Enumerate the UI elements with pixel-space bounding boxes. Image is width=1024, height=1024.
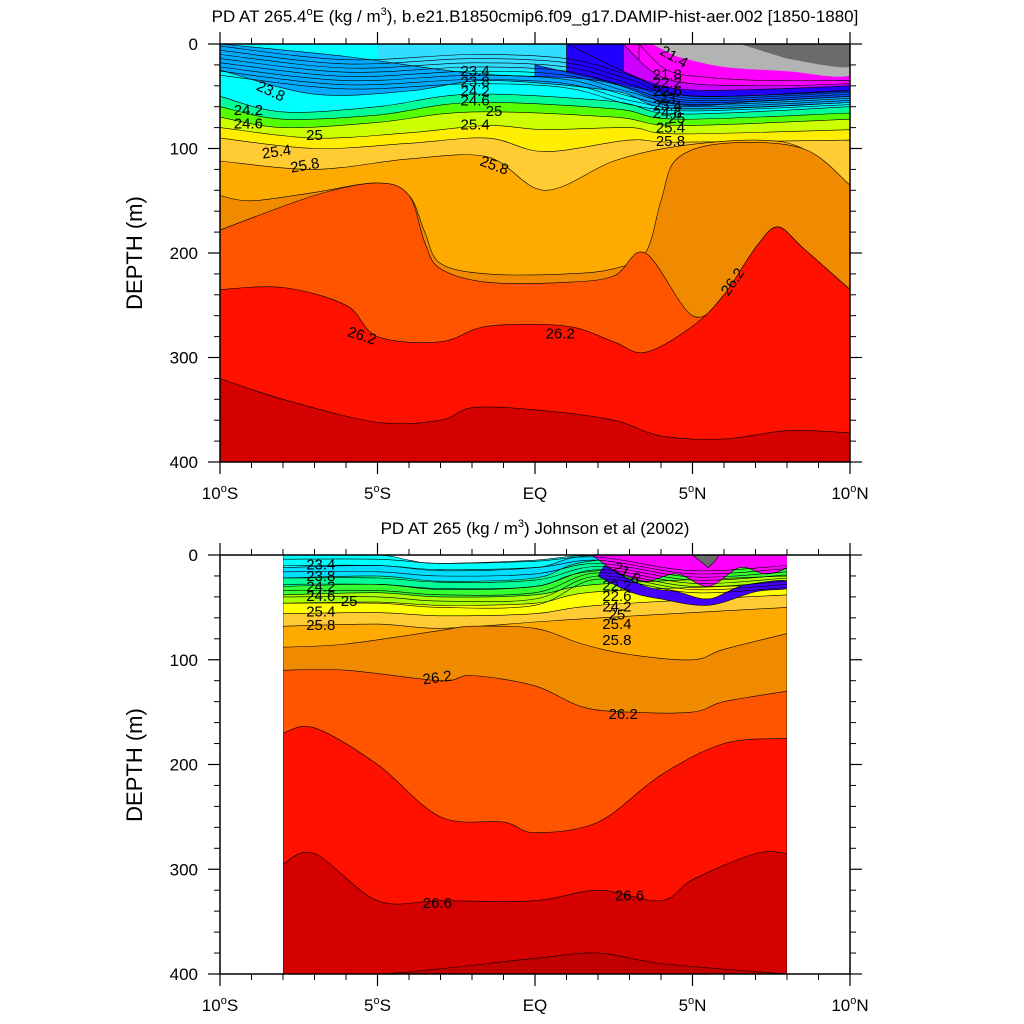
contour-label: 26.6 <box>615 887 644 904</box>
contour-label: 25.8 <box>656 133 685 150</box>
contour-label: 23 <box>659 90 676 107</box>
y-tick-label: 100 <box>170 140 198 159</box>
contour-line-0 <box>283 556 787 572</box>
y-tick-label: 400 <box>170 965 198 984</box>
contour-line-3 <box>283 566 787 583</box>
contour-label: 25.4 <box>306 604 335 621</box>
y-tick-label: 400 <box>170 453 198 472</box>
contour-fill-layer <box>283 555 787 974</box>
contour-label: 24.6 <box>461 92 490 109</box>
contour-label: 24.2 <box>602 598 631 615</box>
contour-line-6 <box>220 70 850 110</box>
contour-label: 26.2 <box>609 706 638 723</box>
x-tick-label: 10oS <box>202 995 238 1015</box>
contour-label: 22.6 <box>602 588 631 605</box>
contour-line-7 <box>220 75 850 112</box>
contour-label: 22.2 <box>602 577 631 594</box>
contour-label: 25.4 <box>602 616 631 633</box>
bottom-contour-panel: PD AT 265 (kg / m3) Johnson et al (2002)… <box>122 518 869 1015</box>
contour-label: 23.8 <box>306 568 335 585</box>
contour-fill-dark-red <box>220 378 850 462</box>
contour-line-3 <box>220 58 850 103</box>
top-contour-panel: PD AT 265.4oE (kg / m3), b.e21.B1850cmip… <box>122 6 869 503</box>
contour-label: 25.8 <box>289 155 321 177</box>
contour-line-5 <box>220 66 850 108</box>
x-tick-label: 5oS <box>364 995 391 1015</box>
bottom-plot-area: 23.423.824.224.6 2525.425.821.822.222.624… <box>170 543 869 1015</box>
contour-line-2 <box>283 563 787 578</box>
contour-line-6 <box>283 575 787 603</box>
contour-line-2 <box>220 54 850 101</box>
contour-line-7 <box>283 578 787 609</box>
contour-fill-red <box>220 226 850 462</box>
contour-fill-layer <box>220 44 850 462</box>
contour-label: 25.4 <box>461 116 490 133</box>
x-tick-label: 10oS <box>202 483 238 503</box>
top-y-axis-label: DEPTH (m) <box>122 196 147 310</box>
contour-label: 21.8 <box>653 66 682 83</box>
contour-label: 22.2 <box>653 75 682 92</box>
contour-label: 23.4 <box>461 63 490 80</box>
x-tick-label: EQ <box>523 996 548 1015</box>
contour-label: 25.4 <box>261 142 292 163</box>
contour-line-4 <box>220 62 850 106</box>
dark-gray-patch <box>739 44 850 68</box>
contour-band-11 <box>283 851 787 974</box>
contour-label: 24.2 <box>461 83 490 100</box>
y-tick-label: 200 <box>170 756 198 775</box>
y-tick-label: 0 <box>189 35 198 54</box>
contour-label: 26.6 <box>423 895 452 912</box>
x-tick-label: 10oN <box>831 995 868 1015</box>
contour-label: 26.2 <box>546 325 575 342</box>
contour-label: 25.8 <box>306 617 335 634</box>
y-tick-label: 200 <box>170 244 198 263</box>
x-tick-label: 5oS <box>364 483 391 503</box>
contour-label: 23.4 <box>653 98 682 115</box>
y-tick-label: 100 <box>170 651 198 670</box>
contour-line-1 <box>283 559 787 575</box>
x-tick-label: 10oN <box>831 483 868 503</box>
contour-label: 24.6 <box>234 115 263 132</box>
contour-label: 25 <box>341 593 358 610</box>
contour-label: 24.2 <box>306 578 335 595</box>
bottom-y-axis-label: DEPTH (m) <box>122 708 147 822</box>
x-tick-label: EQ <box>523 484 548 503</box>
bottom-panel-title: PD AT 265 (kg / m3) Johnson et al (2002) <box>381 518 690 538</box>
contour-label: 26.2 <box>422 668 453 689</box>
contour-label: 25 <box>306 127 323 144</box>
contour-line-1 <box>220 50 850 99</box>
y-tick-label: 300 <box>170 860 198 879</box>
contour-label: 25.4 <box>656 120 685 137</box>
contour-label: 24.6 <box>653 105 682 122</box>
contour-label: 24.2 <box>234 102 263 119</box>
contour-line-4 <box>283 569 787 590</box>
contour-label: 25 <box>609 607 626 624</box>
contour-label: 25 <box>486 103 503 120</box>
top-panel-title: PD AT 265.4oE (kg / m3), b.e21.B1850cmip… <box>212 6 859 26</box>
contour-label: 24.6 <box>306 588 335 605</box>
top-plot-area: 23.824.224.62525.425.823.423.824.224.625… <box>170 32 869 503</box>
x-tick-label: 5oN <box>679 995 707 1015</box>
contour-line-5 <box>283 572 787 596</box>
contour-label: 23.4 <box>306 556 335 573</box>
y-tick-label: 300 <box>170 349 198 368</box>
surface-patch-1 <box>597 565 787 606</box>
contour-label: 25.8 <box>602 632 631 649</box>
contour-label: 23.8 <box>461 74 490 91</box>
contour-line-0 <box>220 45 850 98</box>
contour-band-12 <box>283 952 787 974</box>
y-tick-label: 0 <box>189 546 198 565</box>
contour-label: 25 <box>668 110 685 127</box>
x-tick-label: 5oN <box>679 483 707 503</box>
contour-label: 22.6 <box>653 83 682 100</box>
